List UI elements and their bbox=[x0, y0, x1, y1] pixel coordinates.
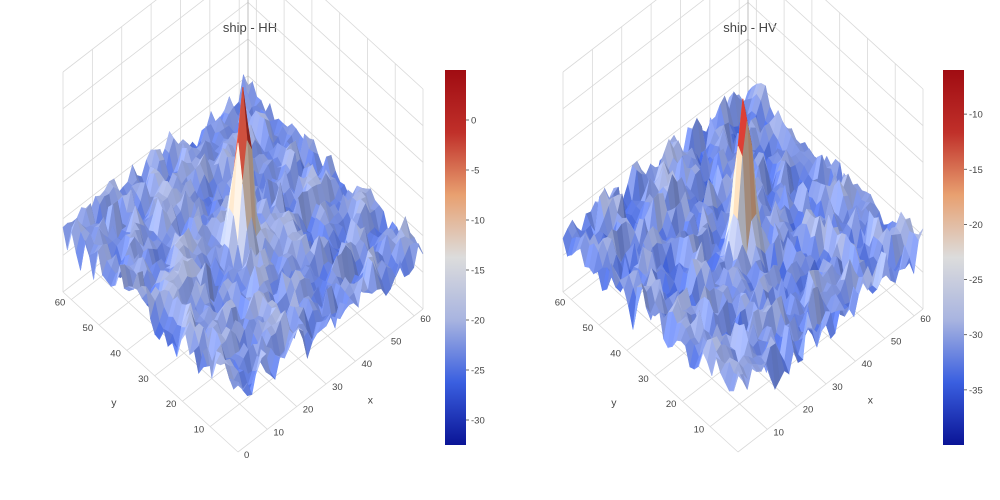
x-axis-label: x bbox=[368, 394, 374, 406]
y-tick-label: 30 bbox=[138, 374, 149, 385]
y-tick-label: 60 bbox=[555, 298, 566, 309]
colorbar-tick-label: -20 bbox=[471, 316, 485, 327]
axis-ticks: 0 10 20 30 40 50 60 10 20 30 40 50 60 x y bbox=[55, 298, 431, 461]
y-axis-label: y bbox=[111, 397, 117, 409]
y-tick-label: 50 bbox=[583, 323, 594, 334]
x-tick-label: 10 bbox=[773, 427, 784, 438]
y-tick-label: 40 bbox=[610, 348, 621, 359]
x-tick-label: 40 bbox=[361, 359, 372, 370]
y-tick-label: 20 bbox=[666, 399, 677, 410]
surface-svg-hv[interactable]: 10 20 30 40 50 60 10 20 30 40 50 60 x y -10 -15 -20 -25 -3… bbox=[500, 0, 1000, 500]
colorbar-tick-label: -30 bbox=[471, 416, 485, 427]
surface-mesh bbox=[62, 74, 424, 397]
x-tick-label: 60 bbox=[920, 314, 931, 325]
x-tick-label: 50 bbox=[391, 337, 402, 348]
colorbar-tick-label: -35 bbox=[969, 385, 983, 396]
y-tick-label: 20 bbox=[166, 399, 177, 410]
y-tick-label: 50 bbox=[83, 323, 94, 334]
y-tick-label: 60 bbox=[55, 298, 66, 309]
chart-title: ship - HV bbox=[723, 20, 777, 35]
colorbar-tick-label: -15 bbox=[471, 266, 485, 277]
colorbar-tick-label: -20 bbox=[969, 220, 983, 231]
x-tick-label: 0 bbox=[244, 450, 249, 461]
x-tick-label: 50 bbox=[891, 337, 902, 348]
x-tick-label: 30 bbox=[832, 382, 843, 393]
x-axis-label: x bbox=[868, 394, 874, 406]
y-tick-label: 10 bbox=[194, 425, 205, 436]
y-tick-label: 40 bbox=[110, 348, 121, 359]
colorbar-tick-label: -10 bbox=[969, 110, 983, 121]
colorbar-tick-label: -10 bbox=[471, 216, 485, 227]
y-axis-label: y bbox=[611, 397, 617, 409]
colorbar-tick-label: -25 bbox=[969, 275, 983, 286]
x-tick-label: 40 bbox=[861, 359, 872, 370]
chart-title: ship - HH bbox=[222, 20, 278, 35]
colorbar-tick-label: -30 bbox=[969, 330, 983, 341]
colorbar-tick-label: -5 bbox=[471, 166, 479, 177]
x-tick-label: 30 bbox=[332, 382, 343, 393]
colorbar-tick-label: -15 bbox=[969, 165, 983, 176]
x-tick-label: 60 bbox=[420, 314, 431, 325]
colorbar-gradient bbox=[445, 70, 466, 445]
colorbar: 0 -5 -10 -15 -20 -25 -30 bbox=[445, 70, 485, 445]
colorbar-tick-label: 0 bbox=[471, 116, 476, 127]
colorbar-tick-label: -25 bbox=[471, 366, 485, 377]
surface-plot-hh[interactable]: ship - HH 0 10 20 30 40 50 60 10 20 30 40 50 60 x y 0 -5… bbox=[0, 0, 500, 500]
axis-ticks: 10 20 30 40 50 60 10 20 30 40 50 60 x y bbox=[555, 298, 931, 439]
colorbar-gradient bbox=[943, 70, 964, 445]
colorbar: -10 -15 -20 -25 -30 -35 bbox=[943, 70, 983, 445]
y-tick-label: 30 bbox=[638, 374, 649, 385]
surface-mesh bbox=[562, 82, 924, 392]
surface-svg-hh[interactable]: 0 10 20 30 40 50 60 10 20 30 40 50 60 x y 0 -5 -10 -15 -20 -… bbox=[0, 0, 500, 500]
y-tick-label: 10 bbox=[694, 425, 705, 436]
surface-plot-hv[interactable]: ship - HV 10 20 30 40 50 60 10 20 30 40 50 60 x y -10-… bbox=[500, 0, 1000, 500]
x-tick-label: 10 bbox=[273, 427, 284, 438]
x-tick-label: 20 bbox=[803, 405, 814, 416]
x-tick-label: 20 bbox=[303, 405, 314, 416]
